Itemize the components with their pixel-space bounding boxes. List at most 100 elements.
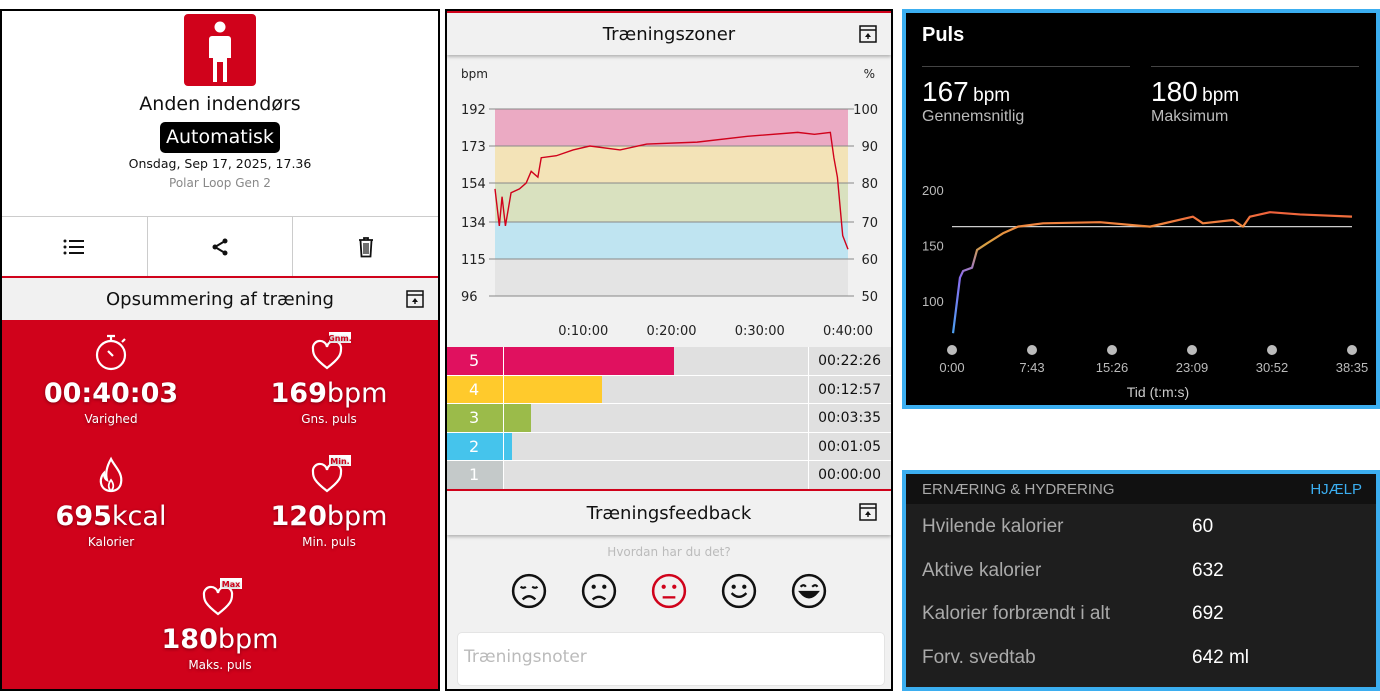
min-hr-stat: Min. 120bpm Min. puls xyxy=(270,455,388,549)
y2-tick-label: 60 xyxy=(861,253,878,268)
list-icon xyxy=(63,239,85,254)
activity-panel: Anden indendørs Automatisk Onsdag, Sep 1… xyxy=(0,9,440,691)
hr-zone-chart: bpm % 96 50 115 60 134 70 154 80 173 90 192 100 0:10:0… xyxy=(461,67,878,339)
x-tick-label: 30:52 xyxy=(1256,360,1289,375)
max-hr: 180 bpm Maksimum xyxy=(1151,76,1240,125)
y-tick-label: 154 xyxy=(461,177,486,192)
zone-band xyxy=(495,109,848,147)
x-tick-label: 0:20:00 xyxy=(646,324,696,339)
y-tick-label: 150 xyxy=(922,239,944,254)
auto-badge: Automatisk xyxy=(160,122,280,153)
very-sad-face-icon xyxy=(511,573,547,609)
sport-name: Anden indendørs xyxy=(139,93,301,115)
nutrition-title: ERNÆRING & HYDRERING xyxy=(922,481,1115,498)
zone-time: 00:00:00 xyxy=(809,461,891,489)
nutrition-label: Forv. svedtab xyxy=(922,646,1036,668)
nutrition-value: 60 xyxy=(1192,516,1214,537)
y2-axis-label: % xyxy=(864,67,875,81)
sad-face-icon xyxy=(581,573,617,609)
person-standing-icon xyxy=(184,14,256,86)
x-tick-label: 7:43 xyxy=(1019,360,1044,375)
zone-bar-track xyxy=(504,404,809,432)
x-tick-dot xyxy=(1027,345,1037,355)
zones-panel: Træningszoner bpm% 96 50 115 60 134 70 154 80 173… xyxy=(445,9,893,691)
y2-tick-label: 50 xyxy=(861,290,878,305)
device-name: Polar Loop Gen 2 xyxy=(169,176,271,190)
download-icon[interactable] xyxy=(406,290,424,308)
x-tick-label: 23:09 xyxy=(1176,360,1209,375)
y-tick-label: 96 xyxy=(461,290,478,305)
pulse-panel: Puls 167 bpm Gennemsnitlig 180 bpm Maksi… xyxy=(902,9,1380,409)
zone-row: 2 00:01:05 xyxy=(447,432,891,462)
zone-number: 4 xyxy=(447,375,504,404)
divider xyxy=(922,66,1130,67)
zone-band xyxy=(495,221,848,259)
feeling-option[interactable] xyxy=(581,573,617,613)
x-tick-label: 38:35 xyxy=(1336,360,1369,375)
feeling-question: Hvordan har du det? xyxy=(607,545,731,559)
download-icon[interactable] xyxy=(859,503,877,521)
zone-number: 2 xyxy=(447,432,504,461)
nutrition-value: 692 xyxy=(1192,603,1224,624)
feeling-option[interactable] xyxy=(721,573,757,613)
list-button[interactable] xyxy=(2,217,148,276)
training-notes-input[interactable]: Træningsnoter xyxy=(457,632,885,686)
x-tick-dot xyxy=(947,345,957,355)
feeling-option[interactable] xyxy=(791,573,827,613)
happy-face-icon xyxy=(721,573,757,609)
download-icon[interactable] xyxy=(859,25,877,43)
zones-header: Træningszoner xyxy=(447,11,891,55)
feedback-title: Træningsfeedback xyxy=(586,502,752,524)
action-row xyxy=(2,216,438,276)
x-tick-dot xyxy=(1267,345,1277,355)
neutral-face-icon xyxy=(651,573,687,609)
zone-time: 00:03:35 xyxy=(809,404,891,432)
nutrition-value: 632 xyxy=(1192,559,1224,581)
delete-button[interactable] xyxy=(293,217,438,276)
zone-bar-fill xyxy=(504,432,513,461)
y-tick-label: 100 xyxy=(922,294,944,309)
zone-number: 1 xyxy=(447,461,504,489)
y2-tick-label: 70 xyxy=(861,216,878,231)
pulse-title: Puls xyxy=(922,24,965,46)
duration-stat: 00:40:03 Varighed xyxy=(2,332,220,426)
zone-row: 5 00:22:26 xyxy=(447,347,891,376)
summary-stats: 00:40:03 Varighed Gnm. 169bpm Gns. puls … xyxy=(2,320,438,689)
zone-bar-track xyxy=(504,375,809,404)
x-tick-label: 0:10:00 xyxy=(558,324,608,339)
zone-band xyxy=(495,183,848,222)
feeling-option[interactable] xyxy=(651,573,687,613)
x-tick-label: 0:00 xyxy=(939,360,964,375)
flame-icon xyxy=(99,456,123,493)
zones-title: Træningszoner xyxy=(602,23,736,45)
y-tick-label: 134 xyxy=(461,216,486,231)
share-button[interactable] xyxy=(148,217,294,276)
very-happy-face-icon xyxy=(791,573,827,609)
nutrition-panel: ERNÆRING & HYDRERING HJÆLP Hvilende kalo… xyxy=(902,470,1380,691)
session-date: Onsdag, Sep 17, 2025, 17.36 xyxy=(128,156,312,171)
nutrition-label: Hvilende kalorier xyxy=(922,516,1064,537)
share-icon xyxy=(212,238,228,255)
max-hr-stat: Max 180bpm Maks. puls xyxy=(161,578,279,672)
zone-bar-track xyxy=(504,432,809,461)
stopwatch-icon xyxy=(95,334,127,371)
heart-icon: Min. xyxy=(311,455,351,493)
pulse-chart: 100 150 200 0:00 7:43 15:26 23:09 30:52 38:35 Tid… xyxy=(922,183,1369,400)
summary-header: Opsummering af træning xyxy=(2,276,438,320)
zone-number: 3 xyxy=(447,404,504,432)
help-link[interactable]: HJÆLP xyxy=(1310,481,1362,498)
svg-text:Min.: Min. xyxy=(330,457,349,466)
feeling-option[interactable] xyxy=(511,573,547,613)
zone-time: 00:22:26 xyxy=(809,347,891,375)
avg-hr-stat: Gnm. 169bpm Gns. puls xyxy=(270,332,388,426)
zone-bar-fill xyxy=(504,404,532,432)
divider xyxy=(1151,66,1359,67)
x-tick-label: 0:30:00 xyxy=(735,324,785,339)
zone-bar-track xyxy=(504,461,809,489)
feedback-header: Træningsfeedback xyxy=(447,489,891,535)
nutrition-header: ERNÆRING & HYDRERING HJÆLP xyxy=(906,474,1376,504)
nutrition-label: Aktive kalorier xyxy=(922,559,1042,581)
nutrition-value: 642 ml xyxy=(1192,646,1250,668)
x-tick-label: 15:26 xyxy=(1096,360,1129,375)
heart-icon: Max xyxy=(202,578,242,616)
